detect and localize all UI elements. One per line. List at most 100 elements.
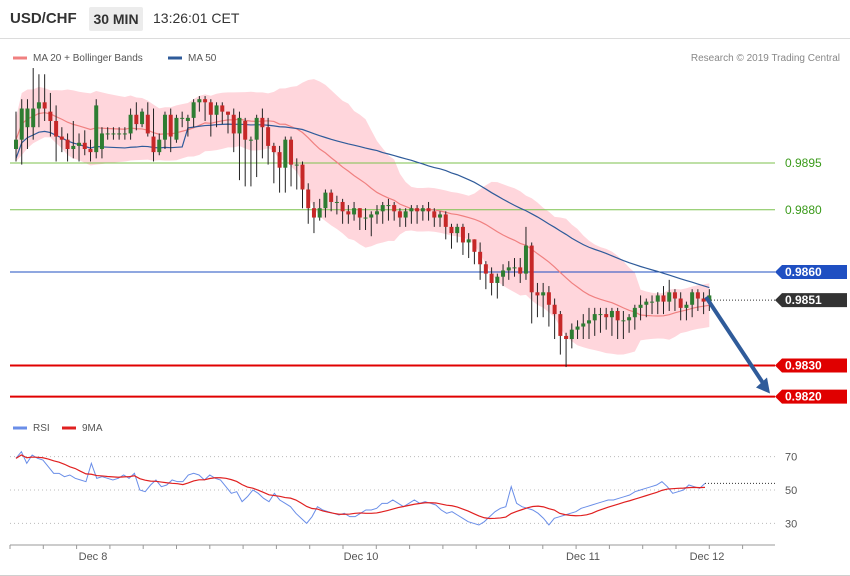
candle-body-18 [117, 133, 122, 135]
candle-body-101 [592, 314, 597, 321]
candle-body-75 [443, 214, 448, 227]
candle-49 [294, 158, 299, 190]
current-price-tag-bg [775, 293, 847, 308]
candle-body-90 [529, 245, 534, 293]
candle-body-46 [277, 152, 282, 168]
candle-body-6 [48, 111, 53, 121]
candle-body-44 [266, 127, 271, 146]
candle-24 [151, 108, 156, 162]
candle-body-51 [306, 189, 311, 209]
candle-41 [248, 136, 253, 187]
resistance-tag: 0.9860 [775, 265, 847, 280]
resistance-tag-bg [775, 265, 847, 280]
candle-body-19 [122, 133, 127, 135]
candle-74 [438, 211, 443, 227]
candle-body-94 [552, 304, 557, 315]
candle-70 [415, 205, 420, 224]
candle-97 [569, 323, 574, 349]
price-legend: MA 20 + Bollinger Bands MA 50 Research ©… [13, 53, 840, 64]
timeframe-button[interactable]: 30 MIN [89, 7, 143, 31]
candle-90 [529, 242, 534, 324]
forecast-arrow-head [756, 377, 770, 394]
candle-93 [546, 286, 551, 327]
support-tag-4: 0.9830 [775, 358, 847, 373]
candle-10 [71, 120, 76, 159]
candle-28 [174, 114, 179, 143]
candle-body-110 [644, 301, 649, 305]
candle-body-100 [587, 320, 591, 324]
candle-45 [271, 142, 276, 184]
date-label-1: Dec 10 [344, 551, 379, 563]
candle-0 [14, 111, 18, 162]
candle-body-102 [598, 314, 603, 316]
candle-104 [609, 307, 614, 336]
candle-body-65 [386, 205, 391, 207]
candle-106 [621, 310, 626, 340]
candle-body-49 [294, 164, 299, 166]
candle-body-105 [615, 310, 620, 321]
candle-112 [655, 292, 660, 315]
candle-62 [369, 211, 374, 237]
candle-31 [191, 99, 196, 128]
current-price-tag: 0.9851 [775, 293, 847, 308]
candle-body-84 [495, 276, 500, 283]
candle-body-34 [208, 102, 213, 115]
ma50-legend-label: MA 50 [188, 53, 217, 64]
candle-body-35 [214, 105, 219, 115]
candle-14 [94, 99, 99, 159]
candle-92 [541, 282, 546, 318]
time-axis: Dec 8 Dec 10 Dec 11 Dec 12 [9, 544, 775, 563]
support-tag-label-5: 0.9820 [785, 390, 822, 404]
candle-body-79 [466, 239, 471, 243]
candle-119 [695, 289, 700, 311]
candle-body-96 [564, 335, 569, 340]
candle-body-117 [684, 304, 689, 308]
candle-4 [36, 74, 41, 128]
candle-71 [420, 205, 425, 221]
rsi-line [15, 450, 706, 526]
rsi-tick-1: 50 [785, 485, 797, 497]
candle-109 [638, 295, 643, 321]
candle-body-10 [71, 145, 76, 150]
candle-36 [220, 102, 225, 125]
rsi-legend: RSI 9MA [13, 423, 103, 434]
candle-105 [615, 307, 620, 340]
candle-22 [140, 108, 145, 128]
candle-120 [701, 292, 706, 315]
candle-body-57 [340, 201, 345, 212]
candle-body-45 [271, 145, 276, 153]
candle-11 [77, 133, 82, 162]
support-tag-label-4: 0.9830 [785, 358, 822, 372]
candle-52 [311, 201, 316, 234]
candle-76 [449, 223, 454, 249]
date-label-2: Dec 11 [566, 551, 600, 563]
candle-body-62 [369, 214, 374, 218]
candle-96 [564, 332, 569, 368]
candle-body-118 [690, 292, 695, 305]
resistance-tag-label: 0.9860 [785, 265, 822, 279]
candle-body-69 [409, 208, 414, 212]
candle-72 [426, 201, 431, 221]
candle-48 [289, 136, 294, 187]
candle-body-17 [111, 133, 116, 135]
candle-body-47 [283, 139, 288, 168]
price-tags: 0.9895 0.9880 0.9860 0.9851 0.9830 0.9820 [704, 156, 847, 404]
candle-body-30 [185, 117, 190, 121]
candle-1 [19, 99, 24, 165]
level-label-0: 0.9895 [785, 156, 822, 170]
candle-61 [363, 208, 368, 230]
candle-64 [380, 201, 385, 224]
candle-42 [254, 114, 259, 178]
candle-13 [88, 139, 93, 162]
candle-21 [134, 102, 139, 131]
candle-80 [472, 239, 477, 265]
candle-body-87 [512, 267, 517, 269]
rsi-tick-2: 30 [785, 518, 797, 530]
candle-body-109 [638, 304, 643, 308]
candle-20 [128, 108, 133, 140]
candle-102 [598, 307, 603, 333]
candle-body-108 [632, 307, 637, 318]
candle-67 [397, 208, 402, 227]
candle-34 [208, 99, 213, 137]
